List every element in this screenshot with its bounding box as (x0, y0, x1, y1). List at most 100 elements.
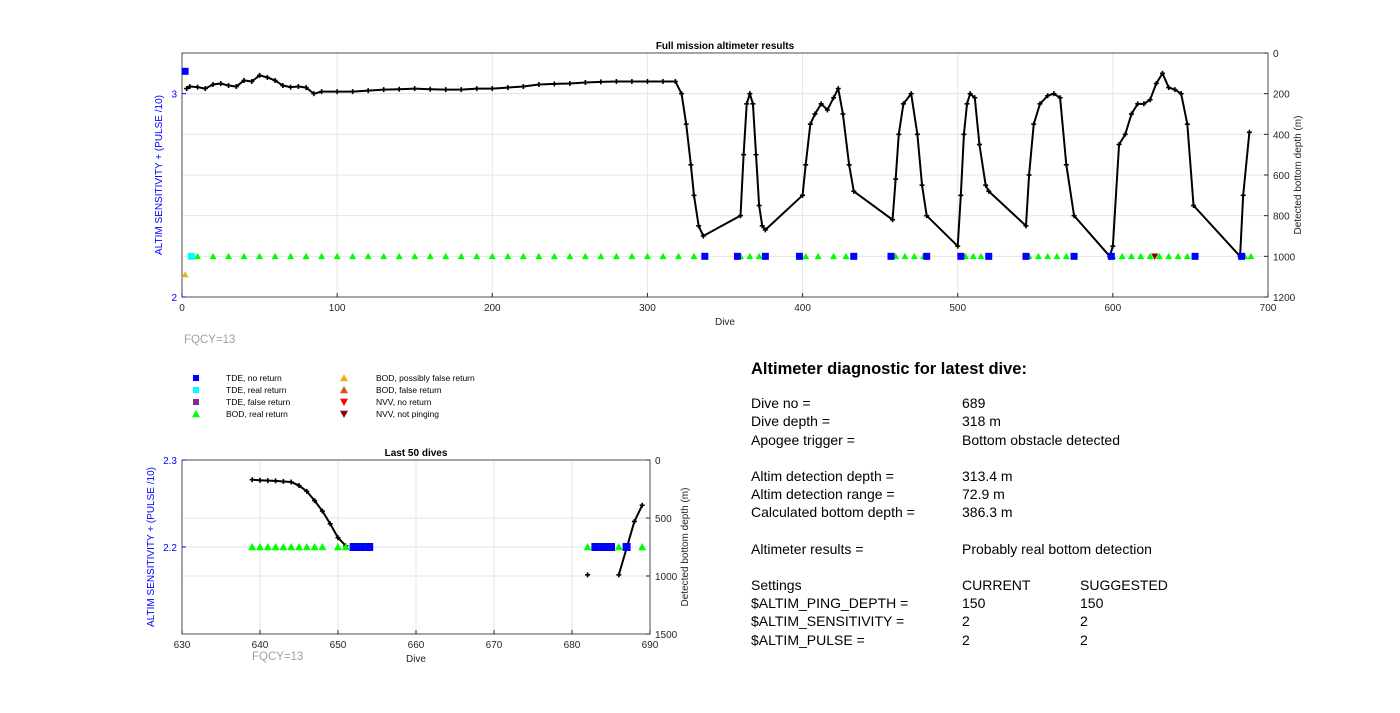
tde-no-return-marker (607, 543, 615, 551)
tde-no-return-marker (591, 543, 600, 551)
y-left-tick-label: 3 (171, 90, 177, 101)
bod-real-return-marker (395, 252, 403, 260)
detected-bottom-depth-point (631, 518, 637, 524)
detected-bottom-depth-point (257, 477, 263, 483)
detected-bottom-depth-point (218, 81, 224, 86)
bod-real-return-marker (256, 543, 264, 551)
detected-bottom-depth-point (683, 121, 689, 127)
detected-bottom-depth-point (381, 87, 387, 93)
bod-real-return-marker (659, 252, 667, 260)
detected-bottom-depth-point (812, 111, 818, 117)
bod-real-return-marker (901, 252, 909, 260)
x-axis-label: Dive (715, 317, 735, 328)
settings-row-ping-depth: $ALTIM_PING_DEPTH = 150 150 (751, 594, 1351, 612)
y-right-tick-label: 1000 (1273, 252, 1296, 263)
detected-bottom-depth-point (958, 192, 964, 198)
detected-bottom-depth-point (288, 479, 294, 485)
detected-bottom-depth-point (896, 131, 902, 137)
bod-real-return-marker (977, 252, 985, 260)
diag-row-detection-depth: Altim detection depth = 313.4 m (751, 467, 1351, 485)
bod-real-return-marker (566, 252, 574, 260)
legend-marker (193, 375, 199, 381)
y-right-tick-label: 1200 (1273, 293, 1296, 304)
bod-real-return-marker (1165, 252, 1173, 260)
tde-no-return-marker (985, 252, 993, 260)
settings-current: 2 (962, 631, 970, 648)
detected-bottom-depth-point (961, 131, 967, 137)
detected-bottom-depth-point (505, 85, 511, 91)
detected-bottom-depth-point (1191, 203, 1197, 208)
x-tick-label: 0 (179, 303, 185, 314)
nvv-not-pinging-marker (1151, 253, 1159, 260)
bod-real-return-marker (240, 252, 248, 260)
bod-real-return-marker (910, 252, 918, 260)
detected-bottom-depth-point (582, 79, 588, 85)
detected-bottom-depth-point (350, 89, 356, 95)
detected-bottom-depth-point (762, 227, 768, 233)
detected-bottom-depth-point (1063, 162, 1069, 168)
detected-bottom-depth-point (226, 83, 232, 89)
diag-label: Altim detection depth = (751, 467, 894, 484)
detected-bottom-depth-point (265, 478, 271, 484)
detected-bottom-depth-point (1045, 93, 1051, 99)
bod-real-return-marker (380, 252, 388, 260)
bod-real-return-marker (248, 543, 257, 551)
detected-bottom-depth-point (567, 81, 573, 86)
settings-row-sensitivity: $ALTIM_SENSITIVITY = 2 2 (751, 612, 1351, 630)
tde-no-return-marker (357, 543, 366, 551)
y-right-tick-label: 1500 (655, 630, 678, 641)
diag-value: 318 m (962, 413, 1001, 430)
diag-label: Apogee trigger = (751, 431, 855, 448)
detected-bottom-depth-point (741, 152, 747, 158)
detected-bottom-depth-point (747, 91, 753, 97)
legend-label: NVV, not pinging (376, 409, 439, 419)
detected-bottom-depth-point (807, 121, 813, 127)
detected-bottom-depth-point (1172, 87, 1178, 93)
bod-real-return-marker (341, 543, 350, 551)
bod-real-return-marker (1118, 252, 1126, 260)
y-left-axis-label: ALTIM SENSITIVITY + (PULSE /10) (154, 95, 165, 255)
legend-marker (340, 410, 348, 418)
settings-label: $ALTIM_PING_DEPTH = (751, 595, 909, 612)
legend-label: BOD, real return (226, 409, 288, 419)
tde-no-return-marker (1022, 252, 1030, 260)
x-tick-label: 300 (639, 303, 656, 314)
bod-real-return-marker (411, 252, 419, 260)
bod-real-return-marker (426, 252, 434, 260)
bod-real-return-marker (334, 543, 342, 551)
tde-no-return-marker (887, 252, 895, 260)
detected-bottom-depth-point (914, 131, 920, 137)
bod-real-return-marker (349, 252, 357, 260)
detected-bottom-depth-point (443, 87, 449, 93)
detected-bottom-depth-point (1037, 101, 1043, 107)
bod-real-return-marker (488, 252, 496, 260)
detected-bottom-depth-point (688, 162, 694, 168)
diag-row-altimeter-results: Altimeter results = Probably real bottom … (751, 540, 1351, 558)
y-right-tick-label: 400 (1273, 130, 1290, 141)
diag-value: 386.3 m (962, 504, 1013, 521)
diag-row-dive-no: Dive no = 689 (751, 394, 1351, 412)
detected-bottom-depth-point (1116, 142, 1122, 147)
x-tick-label: 500 (949, 303, 966, 314)
detected-bottom-depth-point (972, 95, 978, 101)
detected-bottom-depth-point (319, 89, 325, 95)
detected-bottom-depth-point (365, 88, 371, 94)
detected-bottom-depth-point (1057, 95, 1063, 101)
bod-real-return-marker (535, 252, 543, 260)
detected-bottom-depth-point (700, 233, 706, 239)
legend-label: NVV, no return (376, 397, 432, 407)
detected-bottom-depth-point (195, 84, 201, 90)
diag-label: Altim detection range = (751, 486, 895, 503)
detected-bottom-depth-point (800, 192, 806, 198)
detected-bottom-depth-point (187, 84, 193, 90)
detected-bottom-depth-point (986, 188, 992, 194)
detected-bottom-depth-point (846, 162, 852, 168)
x-tick-label: 650 (330, 640, 347, 651)
bod-real-return-marker (256, 252, 264, 260)
diag-row-detection-range: Altim detection range = 72.9 m (751, 485, 1351, 503)
diag-row-dive-depth: Dive depth = 318 m (751, 412, 1351, 430)
detected-bottom-depth-point (613, 78, 619, 84)
bod-real-return-marker (1146, 252, 1154, 260)
detected-bottom-depth-point (672, 78, 678, 84)
bod-real-return-marker (597, 252, 605, 260)
